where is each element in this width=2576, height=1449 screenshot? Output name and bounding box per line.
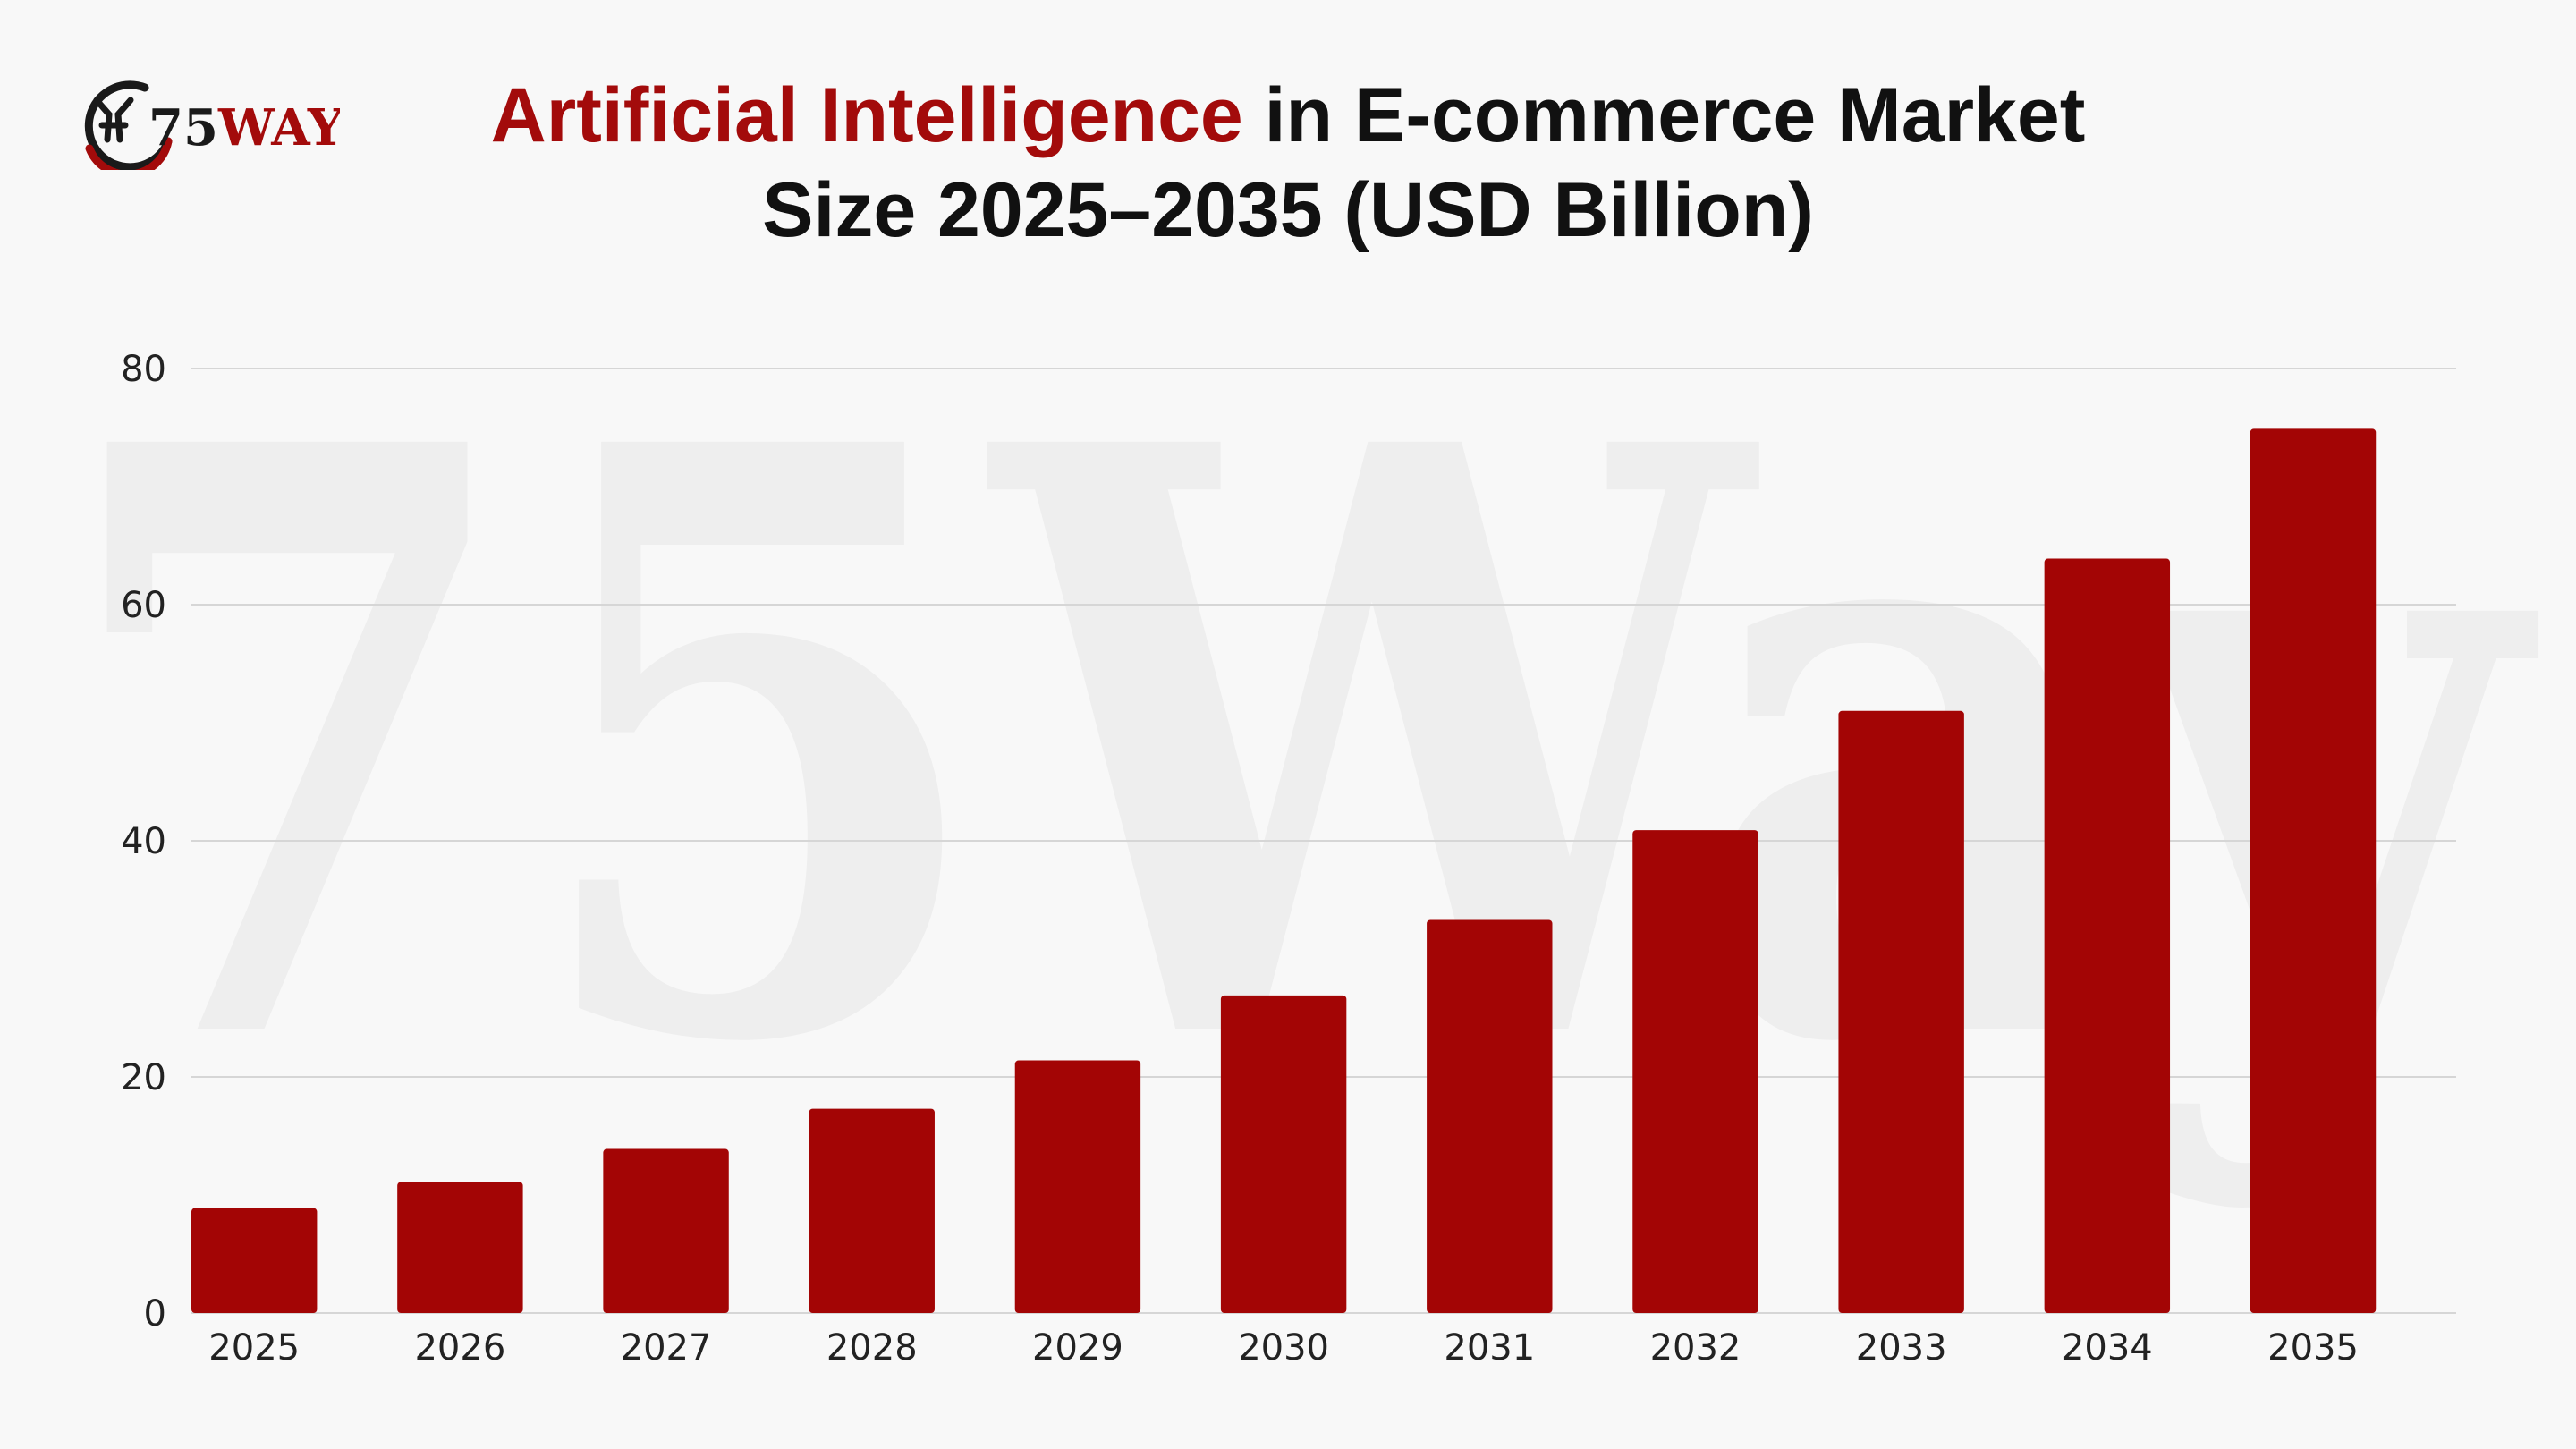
x-tick-label: 2034 (2062, 1327, 2153, 1368)
y-axis-ticks: 0 20 40 60 80 (121, 349, 166, 1335)
bar-2033 (1838, 710, 1964, 1313)
x-tick-label: 2026 (414, 1327, 505, 1368)
x-tick-label: 2035 (2267, 1327, 2359, 1368)
y-tick-label: 40 (121, 821, 166, 862)
logo-number: 75 (148, 98, 218, 157)
bar-2028 (809, 1108, 935, 1313)
bar-2030 (1220, 995, 1347, 1313)
logo-text: 75WAY (148, 98, 340, 157)
bar-2031 (1427, 919, 1553, 1313)
bar-2027 (603, 1148, 729, 1313)
title-highlight: Artificial Intelligence (490, 72, 1243, 158)
x-tick-label: 2031 (1444, 1327, 1535, 1368)
x-tick-label: 2029 (1032, 1327, 1123, 1368)
bar-2029 (1014, 1060, 1141, 1313)
logo-mark-icon (84, 80, 173, 170)
x-tick-label: 2028 (826, 1327, 918, 1368)
x-tick-label: 2030 (1238, 1327, 1329, 1368)
chart-title: Artificial Intelligence in E-commerce Ma… (215, 68, 2361, 258)
y-tick-label: 20 (121, 1057, 166, 1098)
x-tick-label: 2032 (1650, 1327, 1741, 1368)
y-tick-label: 0 (144, 1293, 166, 1335)
x-axis-ticks: 2025 2026 2027 2028 2029 2030 2031 2032 2033 2034… (208, 1327, 2359, 1368)
brand-logo: 75WAY (84, 80, 340, 170)
y-tick-label: 60 (121, 585, 166, 626)
bar-2026 (397, 1182, 523, 1313)
title-line-2: Size 2025–2035 (USD Billion) (762, 167, 1814, 253)
x-tick-label: 2027 (621, 1327, 712, 1368)
title-rest: in E-commerce Market (1242, 72, 2086, 158)
bar-2034 (2044, 558, 2171, 1313)
logo-word: WAY (217, 98, 340, 157)
x-tick-label: 2033 (1856, 1327, 1947, 1368)
bars (191, 428, 2377, 1313)
bar-2032 (1632, 830, 1758, 1313)
y-tick-label: 80 (121, 349, 166, 390)
bar-2035 (2250, 428, 2377, 1313)
bar-2025 (191, 1208, 318, 1313)
x-tick-label: 2025 (208, 1327, 300, 1368)
